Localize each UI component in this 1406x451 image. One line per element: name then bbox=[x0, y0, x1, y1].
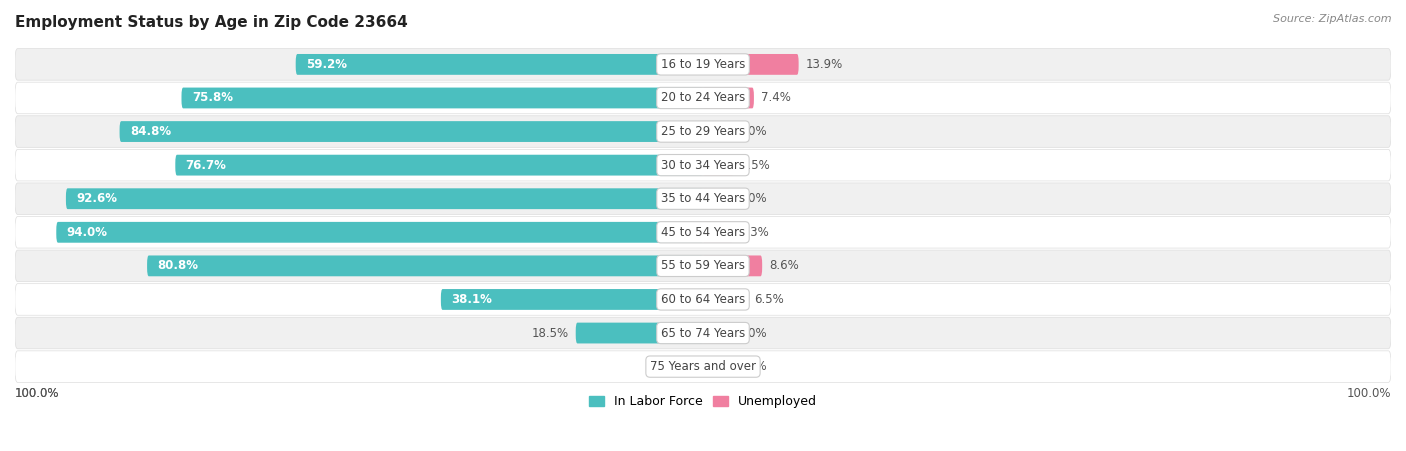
FancyBboxPatch shape bbox=[15, 149, 1391, 181]
Text: 55 to 59 Years: 55 to 59 Years bbox=[661, 259, 745, 272]
Text: 100.0%: 100.0% bbox=[1347, 387, 1391, 400]
Text: 100.0%: 100.0% bbox=[15, 387, 59, 400]
FancyBboxPatch shape bbox=[688, 356, 703, 377]
FancyBboxPatch shape bbox=[15, 284, 1391, 315]
FancyBboxPatch shape bbox=[575, 322, 703, 344]
Text: 0.0%: 0.0% bbox=[737, 327, 768, 340]
Text: 84.8%: 84.8% bbox=[129, 125, 172, 138]
Text: 0.0%: 0.0% bbox=[737, 192, 768, 205]
Text: 92.6%: 92.6% bbox=[76, 192, 117, 205]
FancyBboxPatch shape bbox=[703, 322, 731, 344]
Text: 7.4%: 7.4% bbox=[761, 92, 790, 105]
Text: 13.9%: 13.9% bbox=[806, 58, 842, 71]
Text: 60 to 64 Years: 60 to 64 Years bbox=[661, 293, 745, 306]
FancyBboxPatch shape bbox=[703, 155, 734, 175]
FancyBboxPatch shape bbox=[441, 289, 703, 310]
Text: 0.0%: 0.0% bbox=[737, 360, 768, 373]
FancyBboxPatch shape bbox=[703, 289, 748, 310]
FancyBboxPatch shape bbox=[15, 49, 1391, 80]
Text: 0.0%: 0.0% bbox=[737, 125, 768, 138]
Text: 75.8%: 75.8% bbox=[191, 92, 233, 105]
Text: 94.0%: 94.0% bbox=[66, 226, 108, 239]
FancyBboxPatch shape bbox=[15, 216, 1391, 248]
Text: 4.5%: 4.5% bbox=[741, 159, 770, 172]
FancyBboxPatch shape bbox=[295, 54, 703, 75]
FancyBboxPatch shape bbox=[15, 351, 1391, 382]
FancyBboxPatch shape bbox=[15, 183, 1391, 215]
FancyBboxPatch shape bbox=[703, 222, 733, 243]
Text: 6.5%: 6.5% bbox=[755, 293, 785, 306]
Text: Source: ZipAtlas.com: Source: ZipAtlas.com bbox=[1274, 14, 1392, 23]
Text: 2.3%: 2.3% bbox=[651, 360, 681, 373]
FancyBboxPatch shape bbox=[703, 189, 731, 209]
Text: 75 Years and over: 75 Years and over bbox=[650, 360, 756, 373]
FancyBboxPatch shape bbox=[703, 255, 762, 276]
Text: 38.1%: 38.1% bbox=[451, 293, 492, 306]
Text: 25 to 29 Years: 25 to 29 Years bbox=[661, 125, 745, 138]
FancyBboxPatch shape bbox=[15, 317, 1391, 349]
Text: 16 to 19 Years: 16 to 19 Years bbox=[661, 58, 745, 71]
FancyBboxPatch shape bbox=[703, 87, 754, 108]
Text: 100.0%: 100.0% bbox=[15, 387, 59, 400]
Text: 35 to 44 Years: 35 to 44 Years bbox=[661, 192, 745, 205]
Text: 4.3%: 4.3% bbox=[740, 226, 769, 239]
Text: 80.8%: 80.8% bbox=[157, 259, 198, 272]
FancyBboxPatch shape bbox=[181, 87, 703, 108]
FancyBboxPatch shape bbox=[15, 82, 1391, 114]
Text: 8.6%: 8.6% bbox=[769, 259, 799, 272]
Text: 30 to 34 Years: 30 to 34 Years bbox=[661, 159, 745, 172]
FancyBboxPatch shape bbox=[56, 222, 703, 243]
Legend: In Labor Force, Unemployed: In Labor Force, Unemployed bbox=[583, 391, 823, 414]
FancyBboxPatch shape bbox=[703, 121, 731, 142]
Text: 76.7%: 76.7% bbox=[186, 159, 226, 172]
Text: 20 to 24 Years: 20 to 24 Years bbox=[661, 92, 745, 105]
FancyBboxPatch shape bbox=[120, 121, 703, 142]
FancyBboxPatch shape bbox=[148, 255, 703, 276]
Text: 18.5%: 18.5% bbox=[531, 327, 569, 340]
FancyBboxPatch shape bbox=[66, 189, 703, 209]
FancyBboxPatch shape bbox=[15, 116, 1391, 147]
FancyBboxPatch shape bbox=[703, 356, 731, 377]
Text: 45 to 54 Years: 45 to 54 Years bbox=[661, 226, 745, 239]
Text: 59.2%: 59.2% bbox=[307, 58, 347, 71]
FancyBboxPatch shape bbox=[15, 250, 1391, 282]
FancyBboxPatch shape bbox=[176, 155, 703, 175]
Text: 65 to 74 Years: 65 to 74 Years bbox=[661, 327, 745, 340]
FancyBboxPatch shape bbox=[703, 54, 799, 75]
Text: Employment Status by Age in Zip Code 23664: Employment Status by Age in Zip Code 236… bbox=[15, 15, 408, 30]
